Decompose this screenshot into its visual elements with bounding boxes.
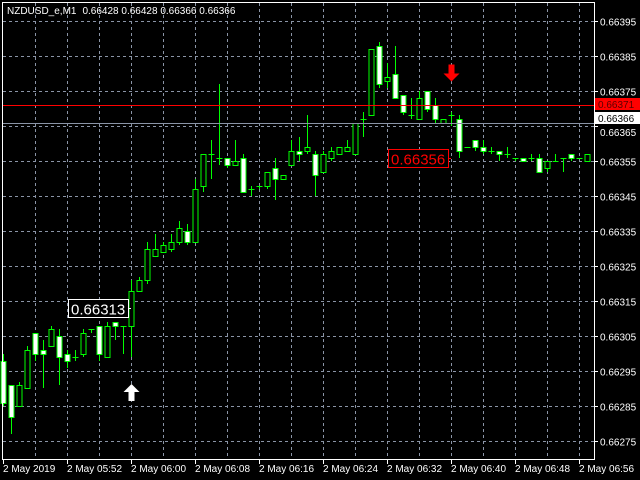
- candle-bear: [400, 95, 407, 113]
- x-tick-label: 2 May 06:24: [323, 464, 378, 475]
- candle-bear: [40, 350, 47, 355]
- candle-bear: [496, 151, 503, 155]
- ask-price-label: 0.66371: [598, 100, 635, 111]
- x-tick-label: 2 May 06:16: [259, 464, 314, 475]
- candle-bull: [16, 385, 23, 407]
- candle-bull: [344, 147, 351, 152]
- candle-bull: [336, 147, 343, 155]
- candle-bear: [312, 154, 319, 176]
- candle-bull: [104, 326, 111, 358]
- grid: [3, 3, 594, 459]
- candle-bull: [320, 154, 327, 173]
- candle-bull: [304, 147, 311, 152]
- y-tick-label: 0.66295: [600, 368, 637, 379]
- axes: 0.66395 0.66385 0.66375 0.66365 0.66355 0.663…: [3, 18, 637, 475]
- candle-bear: [392, 74, 399, 99]
- sell-arrow-down-icon: [443, 64, 460, 82]
- candle-bear: [112, 322, 119, 327]
- symbol-label: NZDUSD_e,M1: [7, 6, 77, 17]
- candle-bear: [520, 158, 527, 162]
- candle-bear: [224, 158, 231, 166]
- candle-bull: [48, 329, 55, 347]
- chart-header: NZDUSD_e,M1 0.66428 0.66428 0.66366 0.663…: [7, 6, 236, 17]
- candle-bull: [416, 98, 423, 120]
- y-tick-label: 0.66305: [600, 333, 637, 344]
- candle-bear: [296, 151, 303, 155]
- candle-bull: [328, 151, 335, 159]
- candle-bear: [480, 147, 487, 152]
- candle-bear: [8, 385, 15, 418]
- candle-bear: [536, 158, 543, 173]
- candle-bull: [440, 119, 447, 124]
- candle-bull: [200, 154, 207, 187]
- y-tick-label: 0.66365: [600, 128, 637, 139]
- x-tick-label: 2 May 06:40: [451, 464, 506, 475]
- candle-bear: [96, 326, 103, 355]
- candle-bull: [232, 161, 239, 166]
- y-tick-label: 0.66395: [600, 18, 637, 29]
- x-tick-label: 2 May 06:56: [579, 464, 634, 475]
- candle-bear: [240, 158, 247, 193]
- candle-bull: [24, 350, 31, 389]
- buy-arrow-up-icon: [123, 384, 140, 401]
- x-tick-label: 2 May 06:08: [195, 464, 250, 475]
- candle-bear: [472, 140, 479, 148]
- overlays: 0.66313 0.66356: [3, 64, 594, 401]
- candle-bull: [144, 249, 151, 281]
- candle-bull: [368, 49, 375, 116]
- candle-bear: [184, 231, 191, 243]
- y-tick-label: 0.66385: [600, 53, 637, 64]
- candle-bear: [456, 119, 463, 152]
- y-tick-label: 0.66315: [600, 298, 637, 309]
- candle-bull: [544, 161, 551, 169]
- candle-bull: [136, 280, 143, 292]
- candle-bull: [352, 123, 359, 155]
- price-line-labels: 0.66371 0.66366: [595, 98, 640, 125]
- candle-bear: [432, 105, 439, 120]
- candle-bear: [0, 361, 7, 404]
- candle-bear: [64, 354, 71, 362]
- candle-bull: [176, 228, 183, 243]
- price-label-text: 0.66313: [71, 302, 125, 319]
- x-tick-label: 2 May 06:32: [387, 464, 442, 475]
- x-tick-label: 2 May 05:52: [67, 464, 122, 475]
- x-tick-label: 2 May 2019: [3, 464, 56, 475]
- x-tick-label: 2 May 06:00: [131, 464, 186, 475]
- y-tick-label: 0.66345: [600, 193, 637, 204]
- candle-bull: [280, 175, 287, 180]
- x-tick-label: 2 May 06:48: [515, 464, 570, 475]
- candle-bull: [152, 249, 159, 257]
- bid-price-box: [595, 112, 640, 124]
- price-label-text: 0.66356: [391, 152, 445, 169]
- y-tick-label: 0.66285: [600, 403, 637, 414]
- candle-bear: [376, 46, 383, 85]
- candle-bull: [384, 77, 391, 82]
- y-tick-label: 0.66325: [600, 263, 637, 274]
- candles: [0, 42, 591, 434]
- candle-bear: [568, 154, 575, 159]
- ohlc-label: 0.66428 0.66428 0.66366 0.66366: [82, 6, 235, 17]
- price-label-box: [388, 149, 449, 168]
- ask-price-box: [595, 98, 640, 110]
- candle-bear: [32, 333, 39, 355]
- candle-bull: [288, 151, 295, 166]
- candle-bear: [56, 336, 63, 358]
- candle-bull: [192, 189, 199, 243]
- y-tick-label: 0.66355: [600, 158, 637, 169]
- candle-bull: [584, 154, 591, 162]
- bid-price-label: 0.66366: [598, 114, 635, 125]
- price-label-box: [68, 299, 129, 318]
- y-tick-label: 0.66275: [600, 438, 637, 449]
- candle-bear: [424, 91, 431, 110]
- candle-bear: [272, 168, 279, 180]
- candle-bull: [80, 333, 87, 355]
- y-tick-label: 0.66335: [600, 228, 637, 239]
- y-tick-label: 0.66375: [600, 88, 637, 99]
- candle-bull: [168, 242, 175, 250]
- candle-bull: [160, 245, 167, 253]
- candle-bull: [264, 172, 271, 187]
